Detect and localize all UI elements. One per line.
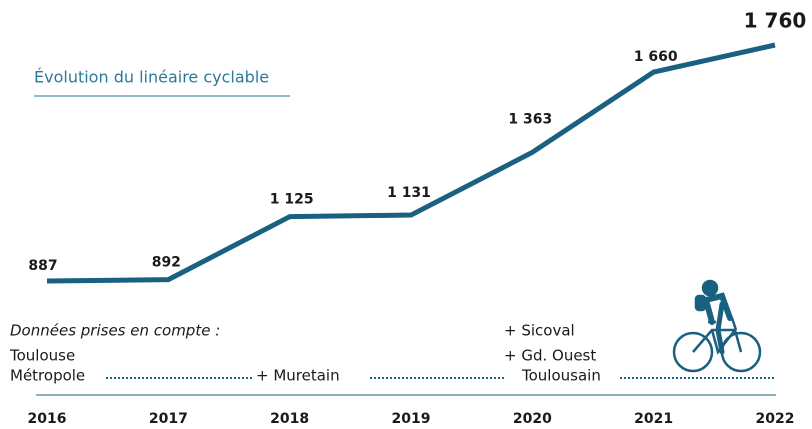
data-label: 1 660 — [634, 49, 678, 65]
note: + Sicoval — [504, 322, 575, 340]
note: Toulouse — [9, 347, 75, 365]
x-tick-label: 2021 — [634, 411, 673, 427]
note: + Muretain — [256, 367, 340, 385]
bicycle-icon — [672, 279, 762, 373]
x-tick-label: 2018 — [270, 411, 309, 427]
x-tick-label: 2020 — [513, 411, 552, 427]
note: Toulousain — [521, 367, 601, 385]
data-line — [46, 42, 776, 284]
chart-title: Évolution du linéaire cyclable — [34, 68, 269, 87]
data-label: 892 — [152, 255, 181, 271]
data-label: 1 131 — [387, 185, 431, 201]
x-tick-label: 2017 — [149, 411, 188, 427]
note: + Gd. Ouest — [504, 347, 596, 365]
note: Métropole — [10, 367, 85, 385]
data-label: 1 363 — [508, 111, 552, 127]
data-label: 887 — [28, 258, 57, 274]
x-tick-label: 2016 — [28, 411, 67, 427]
data-label: 1 125 — [270, 192, 314, 208]
note-heading: Données prises en compte : — [10, 322, 220, 340]
data-label: 1 760 — [744, 9, 807, 33]
x-tick-label: 2022 — [756, 411, 795, 427]
x-tick-label: 2019 — [392, 411, 431, 427]
